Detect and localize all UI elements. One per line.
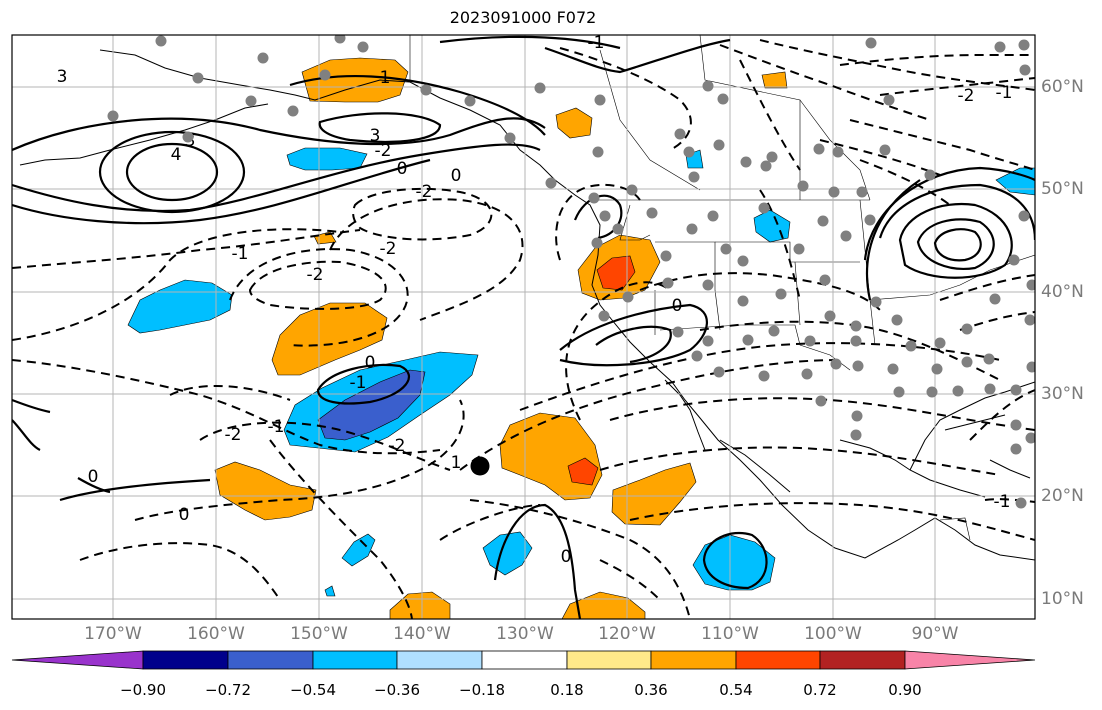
contour-label: -2 xyxy=(958,86,975,106)
map-title: 2023091000 F072 xyxy=(449,8,597,27)
contour-labels: 1 3 4 3 -2 0 -2 -1 -2 -2 0 -1 -2 -1 -2 0… xyxy=(57,33,1013,567)
contour-label: -2 xyxy=(416,182,433,202)
colorbar-segment xyxy=(227,650,314,670)
contour-label: -2 xyxy=(225,425,242,445)
latitude-label: 20°N xyxy=(1041,486,1084,506)
contour-label: -1 xyxy=(994,492,1011,512)
colorbar-tick-label: −0.18 xyxy=(459,681,505,699)
colorbar-segment xyxy=(11,650,144,670)
contour-label: -1 xyxy=(268,417,285,437)
station-markers xyxy=(107,35,1035,509)
coastlines xyxy=(19,49,1035,561)
positive-anomaly-shading xyxy=(214,57,788,619)
contour-label: 0 xyxy=(397,159,408,179)
longitude-label: 150°W xyxy=(290,624,348,644)
contour-label: -1 xyxy=(232,244,249,264)
colorbar-segment xyxy=(735,650,821,670)
colorbar-segment xyxy=(396,650,483,670)
contour-label: -2 xyxy=(389,436,406,456)
colorbar-tick-label: 0.18 xyxy=(550,681,584,699)
latitude-label: 40°N xyxy=(1041,282,1084,302)
solid-contours xyxy=(12,35,1035,619)
longitude-label: 160°W xyxy=(187,624,245,644)
colorbar-tick-label: −0.90 xyxy=(120,681,166,699)
colorbar-tick-label: −0.54 xyxy=(290,681,336,699)
contour-label: -2 xyxy=(375,141,392,161)
colorbar-segment xyxy=(142,650,229,670)
longitude-label: 140°W xyxy=(393,624,451,644)
contour-label: 3 xyxy=(370,126,381,146)
latitude-label: 50°N xyxy=(1041,179,1084,199)
gridlines xyxy=(12,35,1035,619)
colorbar-tick-label: 0.90 xyxy=(888,681,922,699)
latitude-label: 60°N xyxy=(1041,77,1084,97)
contour-label: 0 xyxy=(672,296,683,316)
longitude-label: 110°W xyxy=(701,624,759,644)
longitude-label: 130°W xyxy=(496,624,554,644)
longitude-label: 170°W xyxy=(84,624,142,644)
contour-label: 1 xyxy=(380,68,391,88)
contour-label: 0 xyxy=(88,467,99,487)
colorbar-tick-label: 0.36 xyxy=(634,681,668,699)
negative-anomaly-shading xyxy=(127,147,1035,597)
colorbar-segment xyxy=(566,650,652,670)
contour-label: -1 xyxy=(996,83,1013,103)
contour-label: 3 xyxy=(57,67,68,87)
contour-label: -1 xyxy=(350,373,367,393)
colorbar-tick-label: −0.72 xyxy=(205,681,251,699)
storm-center-marker xyxy=(470,456,490,476)
colorbar-segment xyxy=(904,650,1036,670)
colorbar-segment xyxy=(312,650,398,670)
contour-label: 4 xyxy=(171,145,182,165)
colorbar-segment xyxy=(650,650,737,670)
colorbar xyxy=(11,650,1036,670)
latitude-label: 30°N xyxy=(1041,384,1084,404)
longitude-label: 100°W xyxy=(804,624,862,644)
contour-label: 0 xyxy=(179,505,190,525)
contour-label: 0 xyxy=(561,547,572,567)
contour-label: 0 xyxy=(365,353,376,373)
contour-label: 0 xyxy=(451,166,462,186)
colorbar-segment xyxy=(819,650,906,670)
colorbar-tick-label: 0.54 xyxy=(719,681,753,699)
contour-label: -2 xyxy=(307,265,324,285)
longitude-label: 90°W xyxy=(911,624,959,644)
colorbar-tick-label: 0.72 xyxy=(803,681,837,699)
map-frame xyxy=(11,34,1036,620)
dashed-contours xyxy=(12,39,1035,619)
contour-label: -1 xyxy=(588,33,605,53)
contour-label: 1 xyxy=(451,453,462,473)
longitude-label: 120°W xyxy=(598,624,656,644)
colorbar-tick-label: −0.36 xyxy=(374,681,420,699)
contour-label: -2 xyxy=(380,239,397,259)
colorbar-segment xyxy=(481,650,568,670)
latitude-label: 10°N xyxy=(1041,589,1084,609)
